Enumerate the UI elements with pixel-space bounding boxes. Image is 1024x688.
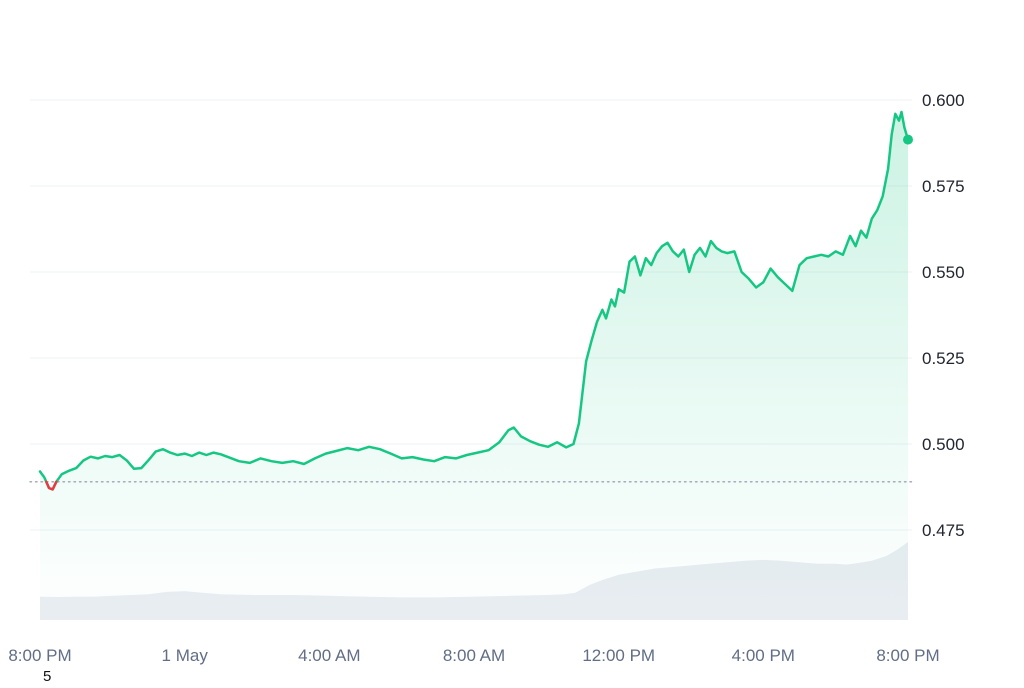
x-axis-sub-label: 5 bbox=[43, 668, 51, 683]
x-axis-label: 1 May bbox=[162, 646, 209, 665]
x-axis-label: 8:00 PM bbox=[8, 646, 71, 665]
y-axis-label: 0.550 bbox=[922, 263, 965, 282]
y-axis-label: 0.500 bbox=[922, 435, 965, 454]
y-axis-label: 0.600 bbox=[922, 91, 965, 110]
price-line-below-close bbox=[45, 480, 58, 491]
price-area-fill bbox=[40, 112, 908, 620]
y-axis-label: 0.575 bbox=[922, 177, 965, 196]
x-axis-label: 4:00 AM bbox=[298, 646, 360, 665]
x-axis-label: 8:00 AM bbox=[443, 646, 505, 665]
x-axis-label: 4:00 PM bbox=[732, 646, 795, 665]
y-axis-label: 0.525 bbox=[922, 349, 965, 368]
last-price-marker bbox=[903, 134, 913, 145]
y-axis-label: 0.475 bbox=[922, 521, 965, 540]
x-axis-label: 12:00 PM bbox=[582, 646, 655, 665]
price-line bbox=[38, 110, 910, 491]
x-axis-label: 8:00 PM bbox=[876, 646, 939, 665]
